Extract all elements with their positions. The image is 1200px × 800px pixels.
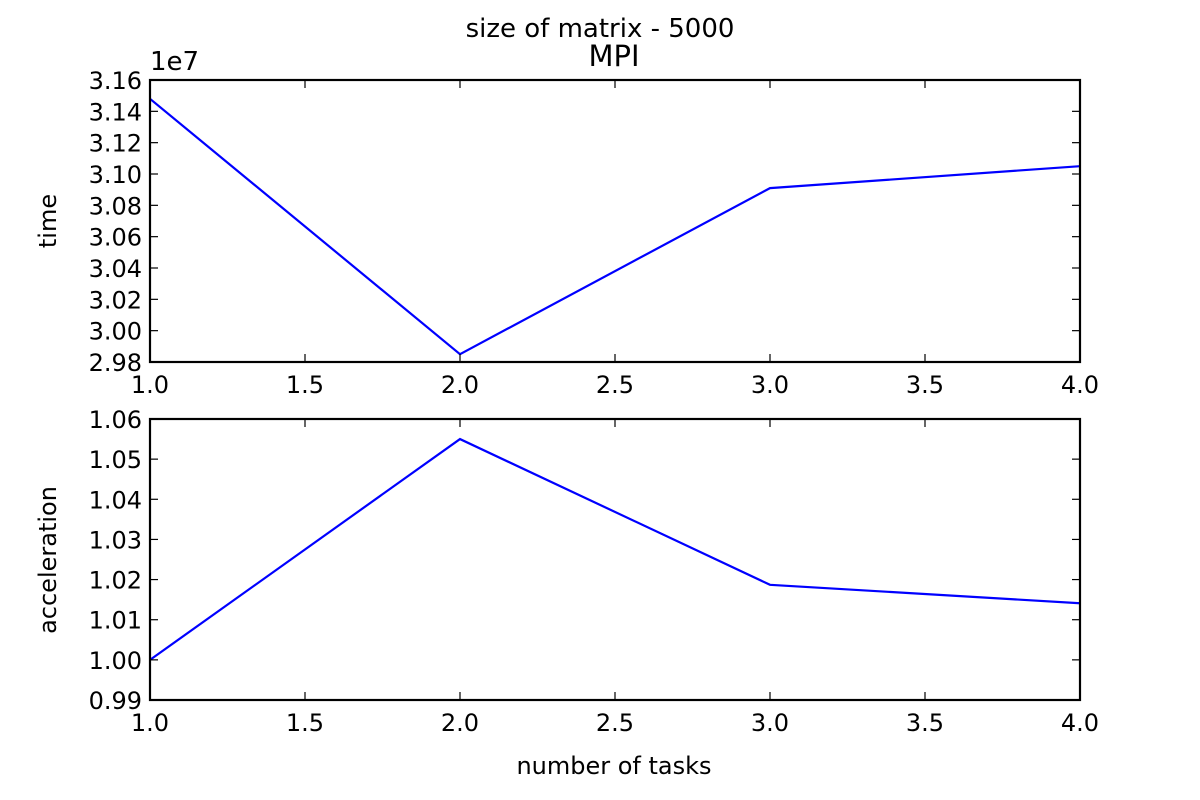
top-x-tick-label: 2.5 bbox=[596, 371, 634, 399]
bottom-x-tick-label: 2.5 bbox=[596, 709, 634, 737]
bottom-y-tick-label: 1.00 bbox=[89, 647, 142, 675]
bottom-x-tick-label: 4.0 bbox=[1061, 709, 1099, 737]
top-x-tick-label: 3.5 bbox=[906, 371, 944, 399]
bottom-y-tick-label: 0.99 bbox=[89, 687, 142, 715]
top-y-tick-label: 3.08 bbox=[89, 192, 142, 220]
bottom-subplot: number of tasks acceleration 1.0 1.5 2.0 2.… bbox=[34, 406, 1099, 780]
top-subplot: MPI 1e7 time 1.0 1.5 2.0 2.5 3.0 3.5 4.0 2.98 3.… bbox=[34, 39, 1099, 399]
top-x-tick-label: 4.0 bbox=[1061, 371, 1099, 399]
top-y-tick-label: 3.06 bbox=[89, 224, 142, 252]
bottom-y-tick-label: 1.04 bbox=[89, 486, 142, 514]
bottom-y-tick-label: 1.05 bbox=[89, 446, 142, 474]
top-x-tick-label: 3.0 bbox=[751, 371, 789, 399]
top-series-line bbox=[149, 97, 1081, 356]
bottom-x-tick-label: 3.5 bbox=[906, 709, 944, 737]
top-y-offset-label: 1e7 bbox=[150, 47, 199, 77]
bottom-x-tick-label: 1.0 bbox=[131, 709, 169, 737]
top-y-tick-label: 3.10 bbox=[89, 161, 142, 189]
top-y-tick-label: 3.14 bbox=[89, 98, 142, 126]
top-y-tick-label: 3.04 bbox=[89, 255, 142, 283]
top-y-tick-label: 3.16 bbox=[89, 67, 142, 95]
bottom-y-axis-label: acceleration bbox=[34, 486, 62, 634]
bottom-y-tick-label: 1.03 bbox=[89, 526, 142, 554]
bottom-y-tick-label: 1.06 bbox=[89, 406, 142, 434]
top-y-tick-label: 3.00 bbox=[89, 318, 142, 346]
top-x-tick-label: 1.0 bbox=[131, 371, 169, 399]
top-y-tick-label: 3.12 bbox=[89, 130, 142, 158]
top-x-tick-label: 1.5 bbox=[286, 371, 324, 399]
top-y-tick-label: 3.02 bbox=[89, 286, 142, 314]
top-x-tick-label: 2.0 bbox=[441, 371, 479, 399]
bottom-y-tick-label: 1.02 bbox=[89, 567, 142, 595]
bottom-x-tick-label: 1.5 bbox=[286, 709, 324, 737]
top-subplot-title: MPI bbox=[588, 39, 639, 73]
bottom-x-axis-label: number of tasks bbox=[516, 752, 711, 780]
bottom-x-tick-label: 2.0 bbox=[441, 709, 479, 737]
bottom-x-tick-label: 3.0 bbox=[751, 709, 789, 737]
top-y-axis-label: time bbox=[34, 194, 62, 248]
figure-suptitle: size of matrix - 5000 bbox=[466, 14, 735, 44]
top-y-tick-label: 2.98 bbox=[89, 349, 142, 377]
bottom-y-tick-label: 1.01 bbox=[89, 607, 142, 635]
bottom-series-line bbox=[149, 437, 1081, 661]
